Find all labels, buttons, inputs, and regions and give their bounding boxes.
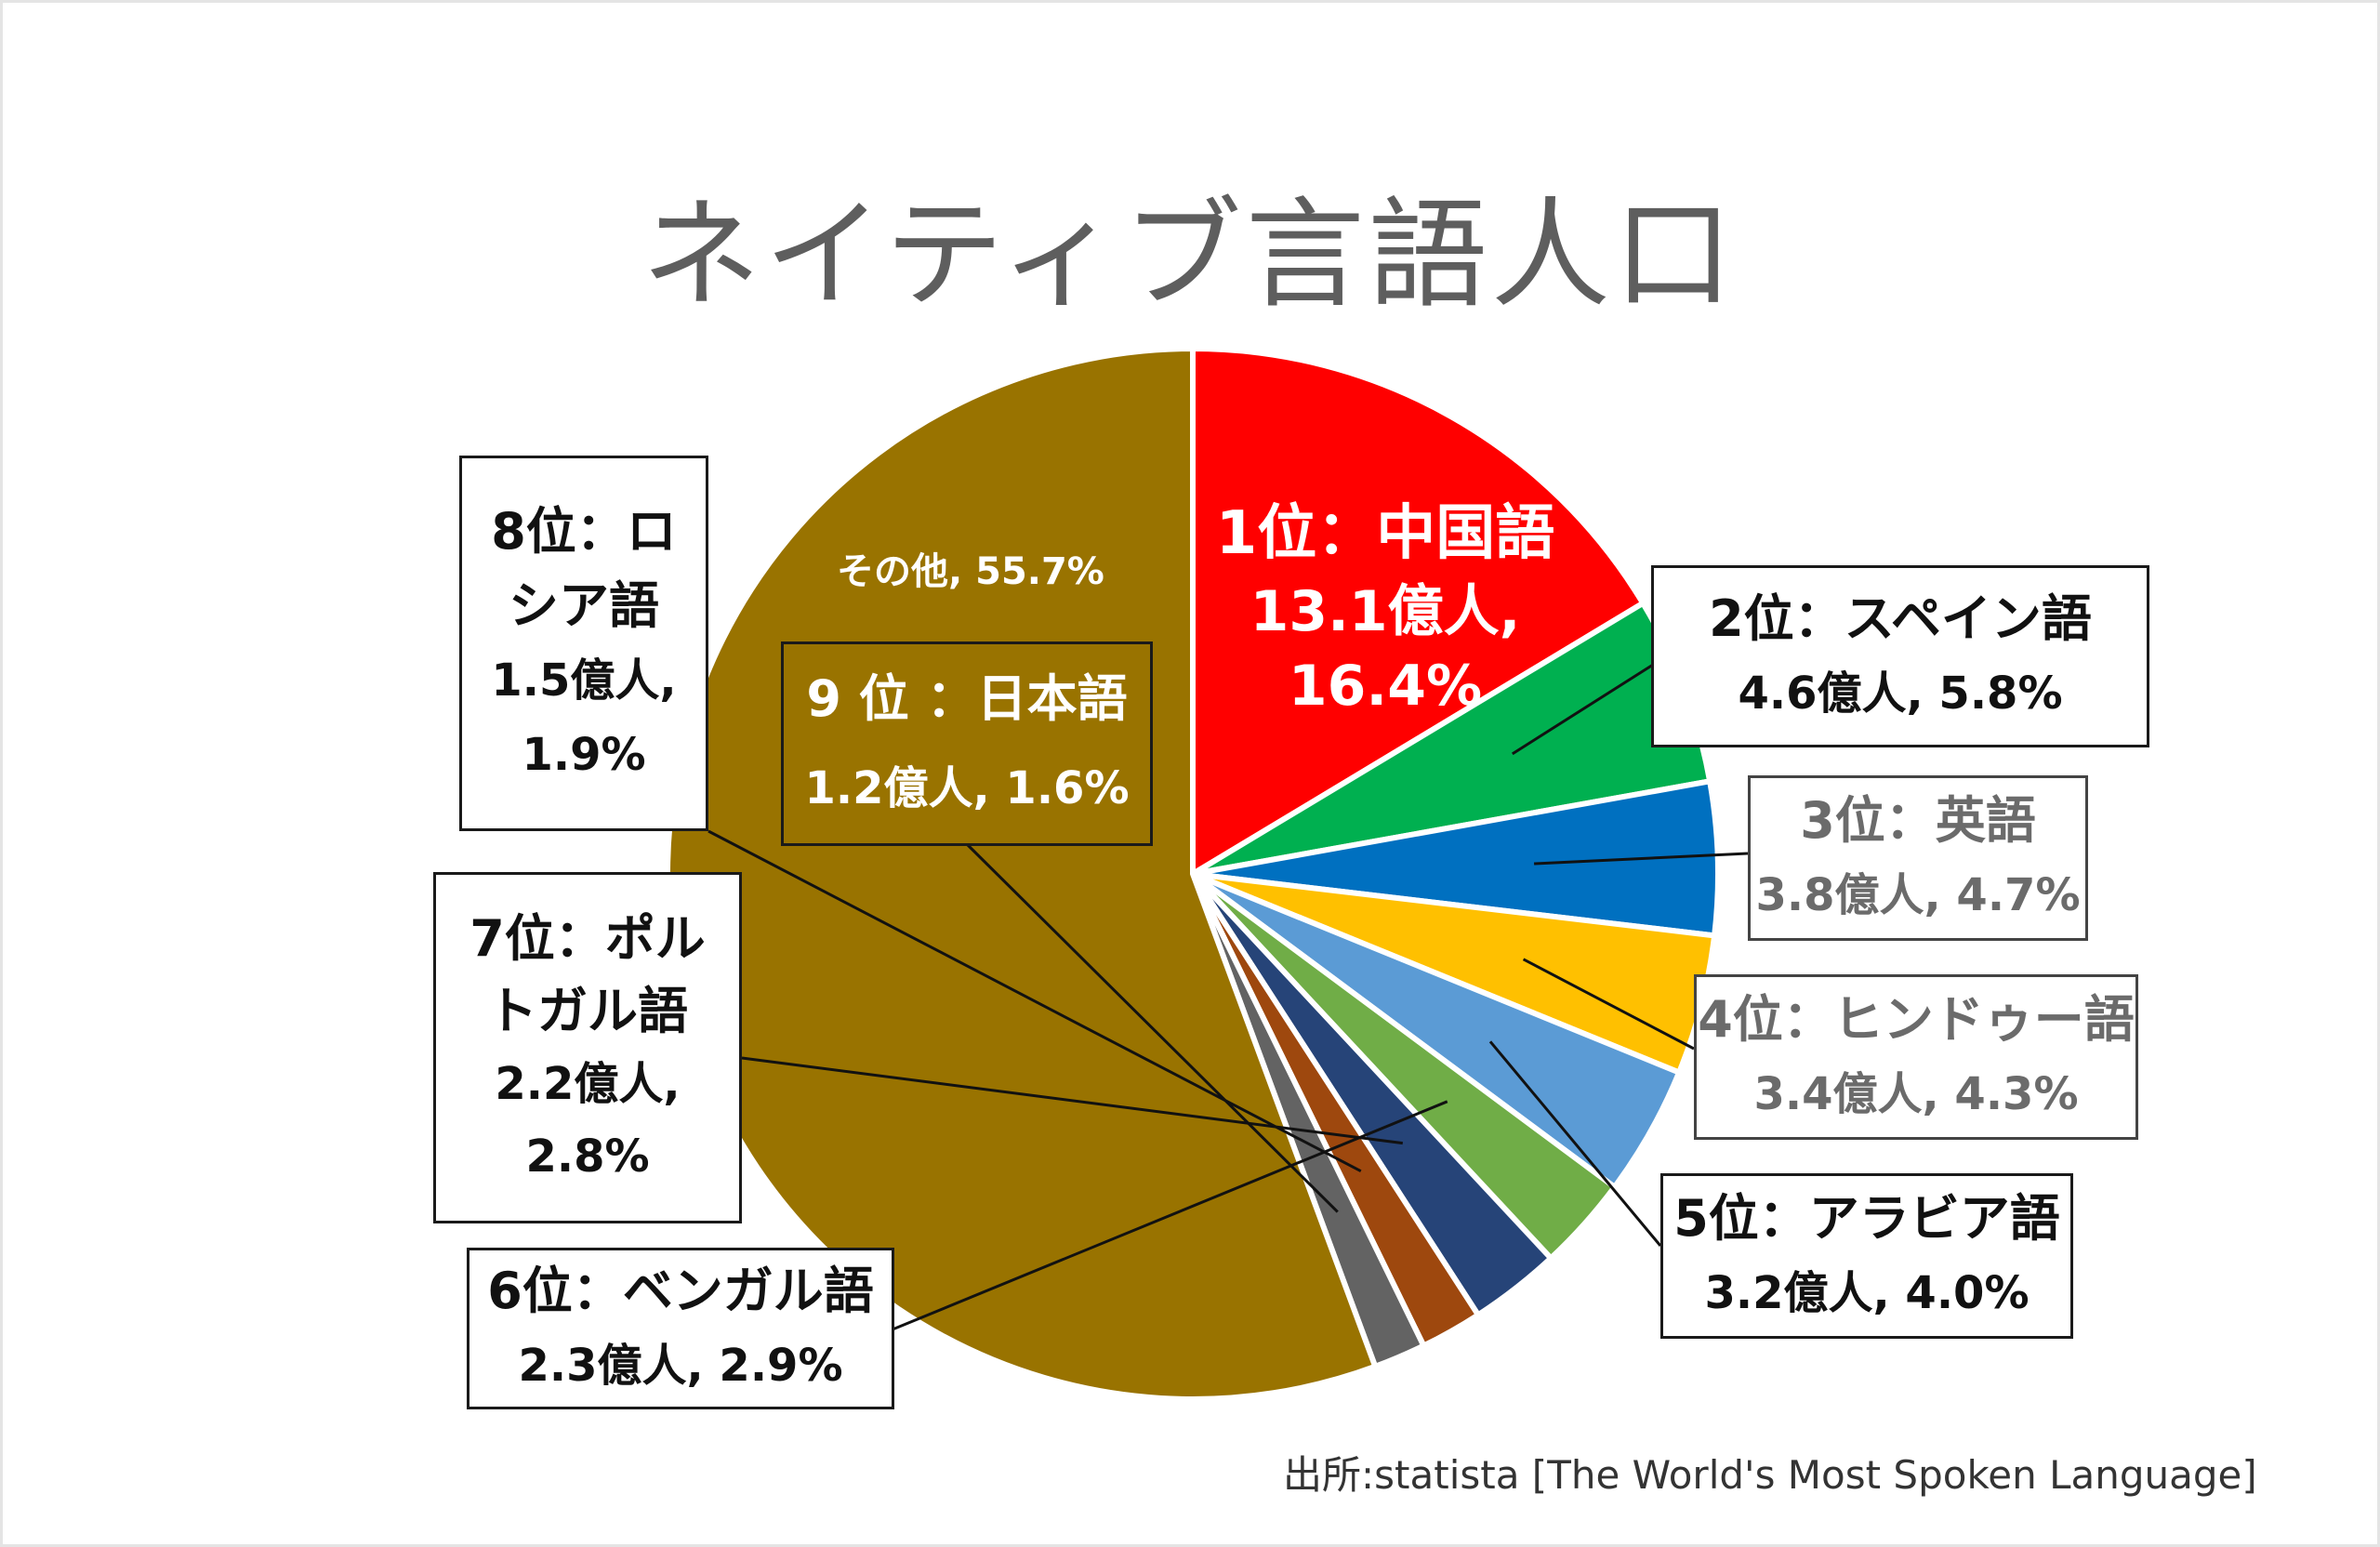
slice-label-other: その他, 55.7% bbox=[837, 550, 1104, 593]
slice-label-chinese-title: 1位：中国語 bbox=[1215, 499, 1555, 568]
source-note: 出所:statista [The World's Most Spoken Lan… bbox=[1283, 1452, 2257, 1498]
callout-arabic: 5位：アラビア語 3.2億人, 4.0% bbox=[1660, 1173, 2073, 1339]
callout-portuguese-value: 2.2億人, 2.8% bbox=[495, 1058, 681, 1183]
callout-portuguese: 7位：ポルトガル語 2.2億人, 2.8% bbox=[433, 872, 742, 1223]
callout-portuguese-title: 7位：ポルトガル語 bbox=[469, 909, 706, 1040]
callout-english-value: 3.8億人, 4.7% bbox=[1755, 869, 2081, 921]
callout-english: 3位：英語 3.8億人, 4.7% bbox=[1748, 775, 2088, 941]
callout-arabic-value: 3.2億人, 4.0% bbox=[1704, 1267, 2030, 1319]
callout-hindi: 4位：ヒンドゥー語 3.4億人, 4.3% bbox=[1694, 974, 2138, 1140]
chart-title: ネイティブ言語人口 bbox=[641, 186, 1737, 324]
leader-line-bengali bbox=[892, 1100, 1448, 1331]
callout-bengali: 6位：ベンガル語 2.3億人, 2.9% bbox=[467, 1248, 894, 1409]
leader-line-english bbox=[1534, 852, 1749, 866]
leader-line-japanese bbox=[965, 842, 1339, 1213]
callout-spanish-title: 2位：スペイン語 bbox=[1709, 589, 2092, 648]
callout-hindi-title: 4位：ヒンドゥー語 bbox=[1698, 990, 2135, 1049]
slice-label-chinese-value: 13.1億人, 16.4% bbox=[1250, 579, 1521, 719]
pie-slice-chinese bbox=[1190, 346, 1646, 877]
callout-english-title: 3位：英語 bbox=[1800, 791, 2036, 850]
slice-label-japanese-title: 9 位 ：日本語 bbox=[806, 669, 1128, 728]
pie-slice-english bbox=[1190, 778, 1721, 939]
callout-russian-value: 1.5億人, 1.9% bbox=[491, 654, 677, 781]
leader-line-spanish bbox=[1511, 663, 1654, 756]
leader-line-portuguese bbox=[741, 1056, 1404, 1145]
slice-label-japanese-value: 1.2億人, 1.6% bbox=[804, 762, 1130, 814]
leader-line-arabic bbox=[1488, 1040, 1662, 1247]
callout-russian-title: 8位：ロシア語 bbox=[491, 502, 677, 635]
callout-arabic-title: 5位：アラビア語 bbox=[1673, 1189, 2060, 1248]
leader-line-hindi bbox=[1522, 958, 1695, 1051]
callout-bengali-value: 2.3億人, 2.9% bbox=[518, 1340, 843, 1392]
slice-label-chinese: 1位：中国語 13.1億人, 16.4% bbox=[1190, 493, 1580, 753]
callout-bengali-title: 6位：ベンガル語 bbox=[487, 1262, 874, 1320]
slice-label-japanese: 9 位 ：日本語 1.2億人, 1.6% bbox=[781, 641, 1153, 846]
callout-hindi-value: 3.4億人, 4.3% bbox=[1753, 1068, 2079, 1120]
callout-russian: 8位：ロシア語 1.5億人, 1.9% bbox=[459, 456, 708, 831]
callout-spanish: 2位：スペイン語 4.6億人, 5.8% bbox=[1651, 565, 2149, 747]
leader-line-russian bbox=[707, 829, 1362, 1172]
callout-spanish-value: 4.6億人, 5.8% bbox=[1738, 668, 2063, 720]
